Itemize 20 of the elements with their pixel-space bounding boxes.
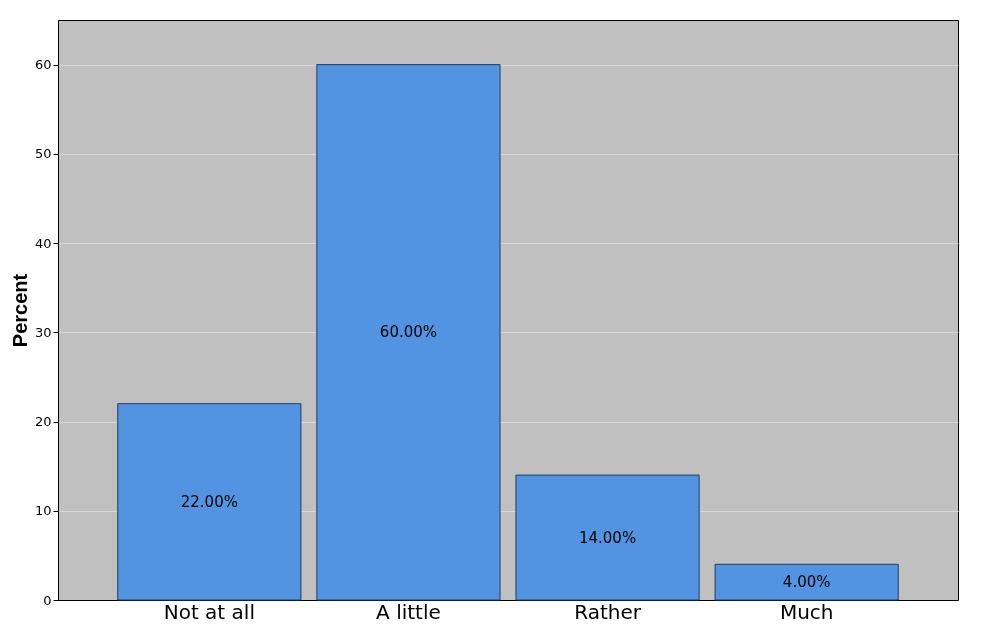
y-tick-label: 50 [34,146,52,162]
x-tick-label: Rather [574,599,642,624]
data-label: 22.00% [180,492,238,511]
y-tick-label: 40 [34,235,52,251]
data-label: 60.00% [379,323,438,342]
y-tick-label: 20 [34,414,52,430]
bar [714,563,899,601]
y-axis-title: Percent [8,273,31,348]
data-label: 4.00% [782,573,831,592]
y-tick-label: 10 [34,503,52,519]
y-tick-label: 30 [34,324,52,340]
x-tick-label: Not at all [163,599,255,624]
data-label: 14.00% [578,528,637,547]
bar [515,474,700,601]
y-tick-label: 0 [43,592,52,608]
bar [117,403,302,601]
x-tick-label: A little [376,599,441,624]
y-tick-label: 60 [34,57,52,73]
bar [316,64,501,601]
x-tick-label: Much [779,599,834,624]
